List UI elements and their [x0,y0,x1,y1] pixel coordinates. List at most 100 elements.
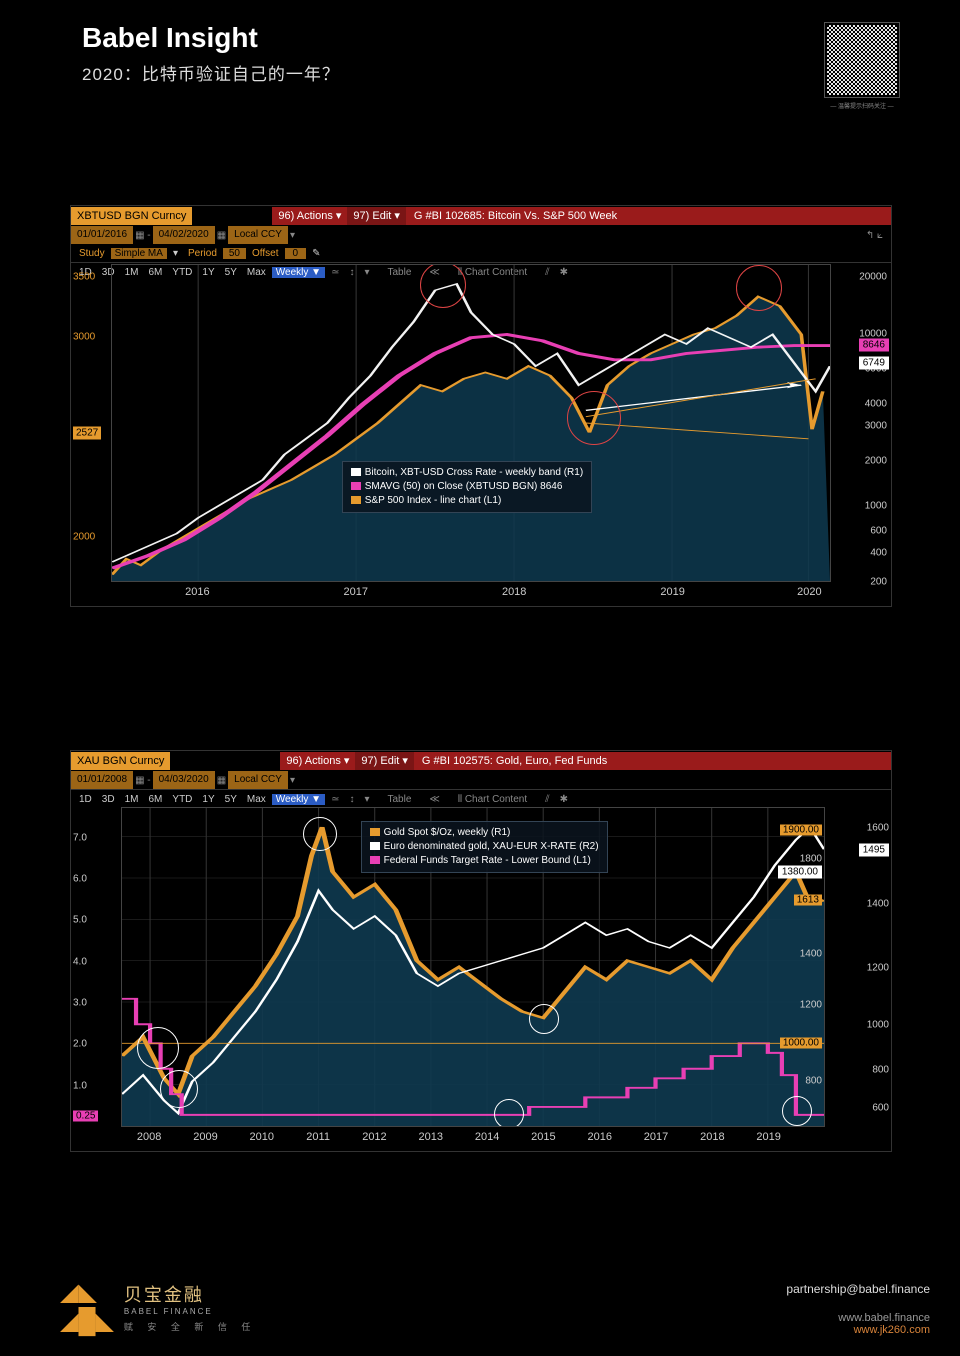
annotation-circle [736,265,782,311]
axis-marker: 1495 [859,844,889,857]
x-tick: 2018 [502,586,526,598]
annotation-circle [782,1096,812,1126]
chart-title: G #BI 102685: Bitcoin Vs. S&P 500 Week [406,207,891,225]
axis-tick: 2000 [73,532,95,543]
x-tick: 2011 [306,1131,330,1143]
inner-axis-tick: 1000.00 [780,1038,822,1049]
axis-tick: 3500 [73,271,95,282]
axis-tick: 4.0 [73,956,87,967]
chart-legend: Bitcoin, XBT-USD Cross Rate - weekly ban… [342,461,592,513]
website: www.babel.finance [786,1312,930,1324]
timeframe-YTD[interactable]: YTD [168,794,196,805]
chart-legend: Gold Spot $/Oz, weekly (R1)Euro denomina… [361,821,608,873]
timeframe-selected[interactable]: Weekly ▼ [272,794,325,805]
chart2-timeframe-row: 1D3D1M6MYTD1Y5YMaxWeekly ▼≃↕▾Table≪⫴ Cha… [71,789,891,808]
toolbar-control[interactable]: ⫽ [541,794,553,805]
date-to[interactable]: 04/02/2020 [153,226,215,244]
ticker-label[interactable]: XAU BGN Curncy [71,752,170,770]
annotation-circle [303,817,337,851]
period-input[interactable]: 50 [223,248,246,259]
actions-button[interactable]: 96) Actions ▾ [272,207,347,225]
edit-button[interactable]: 97) Edit ▾ [347,207,406,225]
timeframe-1D[interactable]: 1D [75,794,96,805]
toolbar-control[interactable]: ↕ [345,794,358,805]
brand-logo: ◢◣◢█◣ 贝宝金融 BABEL FINANCE 赋 安 全 新 信 任 [60,1278,256,1336]
x-tick: 2017 [344,586,368,598]
axis-tick: 1200 [867,963,889,974]
chart1-toolbar-row1: XBTUSD BGN Curncy 96) Actions ▾ 97) Edit… [71,206,891,226]
axis-tick: 1000 [867,1020,889,1031]
chart1-right-axis: 2000010000600040003000200010006004002008… [833,264,891,582]
ccy-select[interactable]: Local CCY [228,771,288,789]
study-select[interactable]: Simple MA [111,248,167,259]
x-tick: 2016 [587,1131,611,1143]
chart2-right-axis: 16001400120010008006001495 [827,809,891,1127]
qr-block: — 温馨提示扫码关注 — [824,22,900,110]
axis-tick: 1.0 [73,1080,87,1091]
chart2-toolbar-row1: XAU BGN Curncy 96) Actions ▾ 97) Edit ▾ … [71,751,891,771]
ticker-label[interactable]: XBTUSD BGN Curncy [71,207,192,225]
toolbar-control[interactable]: ≃ [327,794,343,805]
timeframe-1Y[interactable]: 1Y [198,794,218,805]
axis-tick: 2.0 [73,1039,87,1050]
actions-button[interactable]: 96) Actions ▾ [280,752,355,770]
extra-site: www.jk260.com [786,1324,930,1336]
logo-icon: ◢◣◢█◣ [60,1278,114,1336]
chart1-left-axis: 2000 3000 3500 2527 [71,264,111,582]
axis-marker: 0.25 [73,1110,98,1121]
page-subtitle: 2020：比特币验证自己的一年？ [82,60,340,85]
timeframe-Max[interactable]: Max [243,794,270,805]
toolbar-control[interactable]: ⫴ Chart Content [446,794,539,805]
annotation-circle [160,1070,198,1108]
chart-bitcoin-sp500: XBTUSD BGN Curncy 96) Actions ▾ 97) Edit… [70,205,890,605]
page-header: Babel Insight 2020：比特币验证自己的一年？ — 温馨提示扫码关… [0,0,960,110]
date-to[interactable]: 04/03/2020 [153,771,215,789]
edit-button[interactable]: 97) Edit ▾ [355,752,414,770]
date-from[interactable]: 01/01/2016 [71,226,133,244]
chart1-toolbar-row3: Study Simple MA ▾ Period 50 Offset 0 ✎ [71,244,891,262]
axis-marker: 2527 [73,426,101,439]
x-tick: 2017 [644,1131,668,1143]
annotation-circle [567,391,621,445]
inner-axis-tick: 1900.00 [780,825,822,836]
x-tick: 2018 [700,1131,724,1143]
axis-tick: 6.0 [73,873,87,884]
timeframe-3D[interactable]: 3D [98,794,119,805]
toolbar-control[interactable]: Table [375,794,423,805]
x-tick: 2015 [531,1131,555,1143]
toolbar-control[interactable]: ▾ [360,794,373,805]
footer-contact: partnership@babel.finance www.babel.fina… [786,1282,930,1336]
x-tick: 2019 [756,1131,780,1143]
chart2-left-axis: 7.0 6.0 5.0 4.0 3.0 2.0 1.0 0.25 [71,809,119,1127]
inner-axis-tick: 1400 [800,949,822,960]
axis-tick: 5.0 [73,915,87,926]
axis-tick: 4000 [865,398,887,409]
toolbar-control[interactable]: ✱ [556,794,572,805]
axis-tick: 600 [872,1102,889,1113]
date-from[interactable]: 01/01/2008 [71,771,133,789]
chart1-plot[interactable]: Bitcoin, XBT-USD Cross Rate - weekly ban… [111,264,831,582]
ccy-select[interactable]: Local CCY [228,226,288,244]
brand-name-cn: 贝宝金融 [124,1281,257,1307]
brand-name-en: BABEL FINANCE [124,1307,257,1316]
annotation-circle [137,1027,179,1069]
chart2-x-axis: 2008200920102011201220132014201520162017… [121,1131,825,1149]
offset-input[interactable]: 0 [285,248,307,259]
axis-tick: 7.0 [73,832,87,843]
timeframe-6M[interactable]: 6M [145,794,167,805]
axis-marker: 8646 [859,339,889,352]
timeframe-5Y[interactable]: 5Y [221,794,241,805]
toolbar-control[interactable]: ≪ [425,794,443,805]
contact-email: partnership@babel.finance [786,1282,930,1296]
axis-tick: 400 [870,548,887,559]
timeframe-1M[interactable]: 1M [121,794,143,805]
axis-tick: 3.0 [73,997,87,1008]
axis-tick: 200 [870,577,887,588]
chart2-toolbar-row2: 01/01/2008 ▦ - 04/03/2020 ▦ Local CCY ▾ [71,771,891,789]
inner-axis-tick: 1613 [794,895,822,906]
axis-tick: 600 [870,526,887,537]
axis-tick: 3000 [73,332,95,343]
x-tick: 2012 [362,1131,386,1143]
chart2-plot[interactable]: 1900.0018001613140012001000.008001380.00… [121,807,825,1127]
pencil-icon[interactable]: ✎ [308,248,324,259]
